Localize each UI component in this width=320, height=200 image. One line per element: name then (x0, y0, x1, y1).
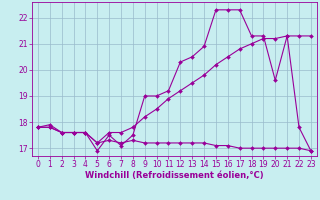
X-axis label: Windchill (Refroidissement éolien,°C): Windchill (Refroidissement éolien,°C) (85, 171, 264, 180)
